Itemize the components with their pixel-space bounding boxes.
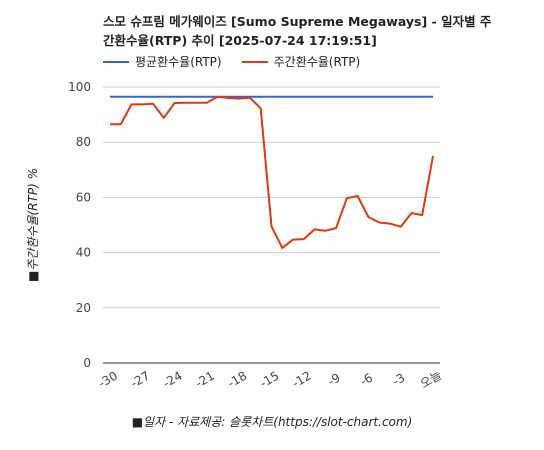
y-tick-label: 40 [76,246,91,260]
legend-swatch-weekly [241,60,268,63]
y-tick-label: 60 [76,190,91,204]
x-tick-label: -18 [225,369,249,391]
chart-title: 스모 슈프림 메가웨이즈 [Sumo Supreme Megaways] - 일… [103,12,503,50]
legend: 평균환수율(RTP) 주간환수율(RTP) [103,53,360,70]
x-tick-label: -9 [325,370,342,388]
x-axis-title: ■일자 - 자료제공: 슬롯차트(https://slot-chart.com) [132,415,413,429]
chart-title-line2: 간환수율(RTP) 추이 [2025-07-24 17:19:51] [103,33,377,48]
legend-item-average[interactable]: 평균환수율(RTP) [103,53,222,70]
y-tick-label: 80 [76,135,91,149]
y-tick-label: 20 [76,301,91,315]
x-tick-label: 오늘 [418,368,444,391]
x-tick-label: -27 [128,369,152,391]
x-tick-label: -6 [358,370,375,388]
x-tick-label: -24 [161,369,185,391]
legend-label-weekly: 주간환수율(RTP) [273,55,361,69]
legend-item-weekly[interactable]: 주간환수율(RTP) [241,53,361,70]
chart-title-line1: 스모 슈프림 메가웨이즈 [Sumo Supreme Megaways] - 일… [103,14,492,29]
series-line-weekly [110,95,434,249]
x-tick-label: -15 [258,369,282,391]
y-axis-title: ■주간환수율(RTP) % [26,168,40,282]
legend-label-average: 평균환수율(RTP) [135,55,222,69]
x-tick-label: -12 [290,369,314,391]
y-tick-label: 100 [68,80,91,94]
x-tick-label: -21 [193,369,217,391]
x-tick-label: -30 [96,369,120,391]
y-tick-label: 0 [83,356,91,370]
x-tick-label: -3 [390,370,407,388]
legend-swatch-average [103,60,129,63]
